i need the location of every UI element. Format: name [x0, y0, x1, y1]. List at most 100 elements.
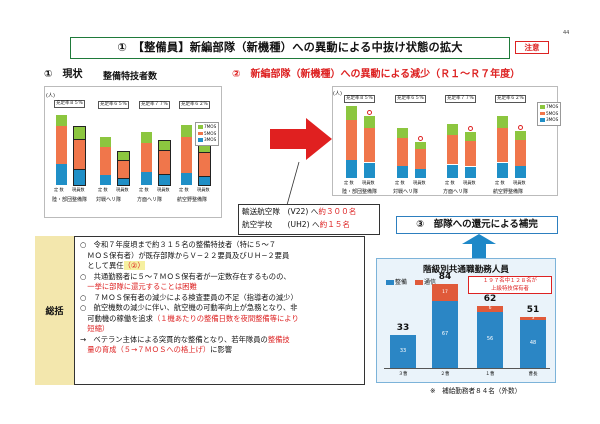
bar-segment: [181, 125, 192, 137]
legend-label: 整備: [395, 279, 408, 286]
bar-seiby: [520, 320, 546, 368]
legend-label: 5MOS: [546, 110, 559, 116]
bar-segment: [397, 138, 408, 166]
bar-label: 現員数: [72, 187, 85, 192]
pointer-line: [286, 161, 300, 206]
bar-segment: [397, 165, 408, 178]
bar-segment: [56, 125, 67, 164]
legend-swatch: [540, 111, 545, 116]
bar-label: 定 数: [395, 180, 405, 185]
legend-label: 7MOS: [546, 104, 559, 109]
right-chart-heading: 階級別共通職勤務人員: [423, 265, 509, 275]
bar-total-label: 33: [396, 323, 410, 333]
summary-line-suffix: （１機あたりの整備日数を夜間整備等により: [152, 313, 299, 323]
bar-segment: [465, 166, 476, 178]
summary-text: ○ 令和７年度頃まで約３１５名の整備特技者（特に５〜７ ＭＯＳ保有者）が既存部隊…: [80, 240, 362, 356]
summary-line: ○ 令和７年度頃まで約３１５名の整備特技者（特に５〜７: [80, 240, 362, 251]
chart-name: 対戦ヘリ隊: [96, 197, 122, 203]
section2-y-unit: (人): [333, 91, 342, 97]
page-title: ① 【整備員】新編部隊（新機種）への異動による中抜け状態の拡大: [70, 37, 510, 59]
summary-line: 一挙に部隊に還元することは困難: [80, 282, 362, 293]
summary-line-text: として異任: [80, 261, 124, 270]
section3-title: ③ 部隊への還元による補完: [396, 216, 558, 234]
summary-line-text: 量の育成（５→７ＭＯＳへの格上げ）: [80, 345, 211, 354]
bar-segment: [465, 141, 476, 167]
summary-line-text: ○ 令和７年度頃まで約３１５名の整備特技者（特に５〜７: [80, 240, 277, 249]
bar-segment: [447, 134, 458, 165]
bottom-note: ※ 補給勤務者８４名（外数）: [430, 387, 522, 395]
legend-swatch: [386, 280, 394, 285]
chart-name: 陸・部団整備隊: [342, 189, 378, 195]
bar-segment: [515, 131, 526, 141]
legend-label: 通信: [424, 279, 437, 286]
bar-label: 現員数: [513, 180, 526, 185]
bar-tsushin: [520, 317, 546, 320]
bar-seiby: [390, 335, 416, 368]
bar-segment: [415, 149, 426, 169]
bar-label: 現員数: [463, 180, 476, 185]
bar-segment: [158, 140, 171, 151]
legend-item: 5MOS: [540, 111, 558, 118]
bar-segment: [56, 164, 67, 185]
bar-segment: [158, 148, 171, 175]
bar-label: 定 数: [344, 180, 354, 185]
summary-line: ○ 共通勤務者に５〜７ＭＯＳ保有者が一定数存在するものの、: [80, 272, 362, 283]
chart-rate-label: 充足率６５%: [395, 95, 426, 103]
bar-segment: [181, 137, 192, 173]
legend-item: 7MOS: [198, 124, 216, 131]
bar-seiby: [432, 301, 458, 368]
bar-tsushin-label: 17: [442, 289, 448, 295]
summary-line-text: ＭＯＳ保有者）が既存部隊からＶ−２２要員及びＵＨ−２要員: [80, 250, 290, 260]
bar-segment: [117, 150, 130, 162]
bar-segment: [364, 128, 375, 163]
summary-line-suffix: 整備技: [267, 334, 290, 344]
chart-name: 航空野整備隊: [493, 189, 524, 195]
summary-line: ○ ７ＭＯＳ保有者の減少による検査要員の不足（指導者の減少）: [80, 293, 362, 304]
chart-rate-label: 充足率６５%: [98, 101, 129, 109]
transport-note: 輸送航空隊 (V22) へ約３００名 航空学校 (UH2) へ約１５名: [238, 204, 380, 235]
bar-segment: [141, 132, 152, 143]
bar-label: 定 数: [54, 187, 64, 192]
bar-segment: [364, 162, 375, 178]
bar-segment: [465, 132, 476, 142]
reduction-marker: [518, 125, 523, 130]
up-arrow-icon: [462, 234, 496, 258]
legend-swatch: [540, 118, 545, 122]
bar-segment: [73, 167, 86, 186]
category-label: ２曹: [440, 372, 450, 377]
legend-label: 3MOS: [204, 137, 217, 142]
bar-label: 現員数: [116, 187, 129, 192]
legend-label: 5MOS: [204, 130, 217, 136]
bar-segment: [100, 146, 111, 176]
summary-line-suffix: （②）: [123, 261, 145, 270]
chart-name: 陸・部団整備隊: [52, 197, 88, 203]
legend-item: 5MOS: [198, 131, 216, 138]
bar-segment: [141, 171, 152, 185]
bar-seiby-label: 33: [399, 347, 407, 354]
legend-swatch: [540, 105, 545, 109]
transport-line1-value: 約３００名: [318, 207, 357, 216]
x-axis: [384, 368, 550, 369]
reduction-marker: [367, 110, 372, 115]
section2-title: ② 新編部隊（新機種）への異動による減少（Ｒ１〜Ｒ７年度）: [232, 69, 521, 80]
chart-name: 対戦ヘリ隊: [393, 189, 419, 195]
bar-label: 現員数: [197, 187, 210, 192]
summary-line-suffix: に影響: [210, 345, 233, 354]
reduction-marker: [418, 136, 423, 141]
bar-tsushin-label: 3: [531, 315, 535, 321]
bar-total-label: 62: [483, 294, 497, 304]
chart-rate-label: 充足率６２%: [495, 95, 526, 103]
bar-segment: [73, 126, 86, 140]
category-label: ３曹: [398, 372, 408, 377]
chart-name: 航空野整備隊: [177, 197, 208, 203]
bar-label: 現員数: [157, 187, 170, 192]
legend-item: 3MOS: [540, 117, 558, 124]
transport-line1-prefix: 輸送航空隊 (V22) へ: [242, 207, 319, 216]
bar-segment: [117, 159, 130, 180]
bar-segment: [397, 128, 408, 138]
bar-tsushin: [432, 284, 458, 301]
bar-segment: [100, 175, 111, 185]
bar-segment: [100, 137, 111, 147]
bar-segment: [497, 128, 508, 163]
chart-legend: 7MOS 5MOS 3MOS: [195, 122, 220, 146]
